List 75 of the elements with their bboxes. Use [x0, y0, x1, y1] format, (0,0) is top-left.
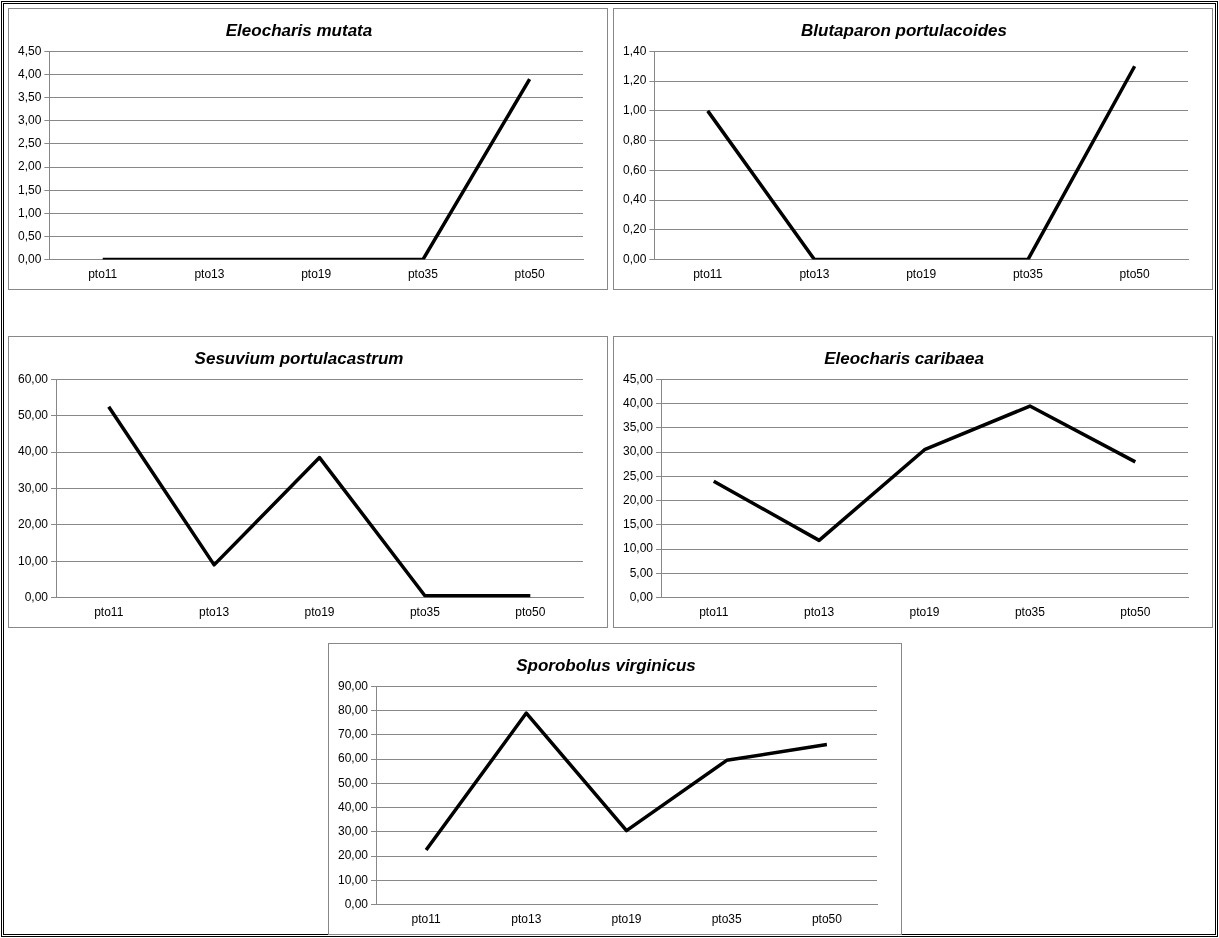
y-tick-label: 2,50: [18, 136, 42, 151]
y-tick-label: 50,00: [338, 775, 369, 790]
y-tick-label: 0,00: [629, 589, 654, 604]
y-tick-label: 0,50: [18, 228, 42, 243]
y-tick-label: 1,20: [623, 73, 647, 88]
chart-title: Eleocharis caribaea: [824, 348, 984, 368]
y-tick-label: 35,00: [623, 420, 654, 435]
y-tick-label: 0,00: [344, 896, 369, 911]
y-tick-label: 80,00: [338, 702, 369, 717]
x-tick-label: pto35: [409, 605, 441, 620]
x-tick-label: pto35: [711, 912, 743, 927]
y-tick-label: 70,00: [338, 727, 369, 742]
y-tick-label: 10,00: [18, 553, 49, 568]
x-tick-label: pto50: [811, 912, 843, 927]
y-tick-label: 30,00: [338, 824, 369, 839]
x-tick-label: pto35: [1014, 605, 1046, 620]
y-tick-label: 0,60: [623, 162, 647, 177]
y-tick-label: 10,00: [623, 541, 654, 556]
y-tick-label: 15,00: [623, 517, 654, 532]
y-tick-label: 0,00: [623, 251, 647, 266]
x-tick-label: pto19: [906, 267, 937, 282]
y-tick-label: 20,00: [338, 848, 369, 863]
y-tick-label: 0,40: [623, 192, 647, 207]
y-tick-label: 2,00: [18, 159, 42, 174]
chart-title: Eleocharis mutata: [225, 20, 373, 40]
y-tick-label: 90,00: [338, 678, 369, 693]
y-tick-label: 4,50: [18, 43, 42, 58]
y-tick-label: 4,00: [18, 66, 42, 81]
y-tick-label: 5,00: [629, 565, 654, 580]
y-tick-label: 45,00: [623, 371, 654, 386]
y-tick-label: 0,80: [623, 132, 647, 147]
x-tick-label: pto19: [304, 605, 335, 620]
y-tick-label: 60,00: [338, 751, 369, 766]
y-tick-label: 1,00: [623, 103, 647, 118]
y-tick-label: 20,00: [623, 492, 654, 507]
y-tick-label: 30,00: [623, 444, 654, 459]
chart-title: Sporobolus virginicus: [516, 655, 696, 675]
chart-title: Blutaparon portulacoides: [801, 20, 1007, 40]
chart-title: Sesuvium portulacastrum: [194, 348, 404, 368]
y-tick-label: 60,00: [18, 371, 49, 386]
y-tick-label: 40,00: [623, 395, 654, 410]
y-tick-label: 1,00: [18, 205, 42, 220]
y-tick-label: 10,00: [338, 872, 369, 887]
y-tick-label: 3,00: [18, 113, 42, 128]
y-tick-label: 1,50: [18, 182, 42, 197]
x-tick-label: pto11: [411, 912, 442, 927]
x-tick-label: pto50: [1120, 605, 1151, 620]
x-tick-label: pto13: [804, 605, 835, 620]
x-tick-label: pto50: [1119, 267, 1150, 282]
y-tick-label: 25,00: [623, 468, 654, 483]
y-tick-label: 20,00: [18, 517, 49, 532]
x-tick-label: pto11: [88, 267, 118, 282]
x-tick-label: pto35: [407, 267, 439, 282]
y-tick-label: 50,00: [18, 408, 49, 423]
y-tick-label: 40,00: [338, 799, 369, 814]
y-tick-label: 1,40: [623, 43, 647, 58]
x-tick-label: pto13: [194, 267, 225, 282]
x-tick-label: pto11: [699, 605, 729, 620]
x-tick-label: pto13: [199, 605, 230, 620]
x-tick-label: pto11: [693, 267, 723, 282]
y-tick-label: 0,00: [24, 589, 49, 604]
y-tick-label: 0,00: [18, 251, 42, 266]
x-tick-label: pto19: [301, 267, 332, 282]
y-tick-label: 30,00: [18, 480, 49, 495]
x-tick-label: pto13: [511, 912, 542, 927]
x-tick-label: pto11: [94, 605, 124, 620]
y-tick-label: 3,50: [18, 89, 42, 104]
y-tick-label: 0,20: [623, 222, 647, 237]
x-tick-label: pto13: [799, 267, 830, 282]
x-tick-label: pto19: [611, 912, 642, 927]
x-tick-label: pto35: [1012, 267, 1044, 282]
x-tick-label: pto19: [909, 605, 940, 620]
y-tick-label: 40,00: [18, 444, 49, 459]
x-tick-label: pto50: [514, 267, 545, 282]
x-tick-label: pto50: [515, 605, 546, 620]
